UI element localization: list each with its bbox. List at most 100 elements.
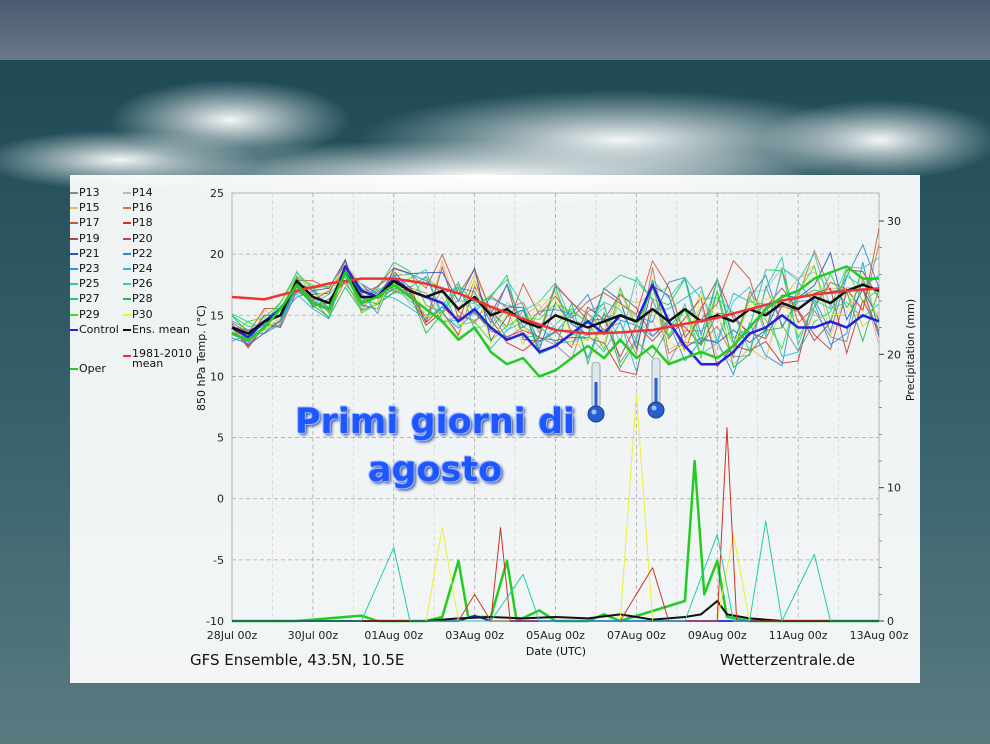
series-line-oper	[231, 265, 879, 378]
x-tick-label: 01Aug 00z	[364, 629, 423, 642]
x-tick-label: 07Aug 00z	[607, 629, 666, 642]
legend-swatch	[70, 252, 78, 255]
legend-label: P13	[79, 186, 100, 199]
legend-label: P25	[79, 277, 100, 291]
legend-item-oper: Oper	[70, 362, 106, 375]
overlay-title: Primi giorni di agosto	[270, 398, 600, 494]
y2-tick-label: 20	[887, 348, 901, 361]
x-tick-label: 09Aug 00z	[688, 629, 747, 642]
legend-label: P15	[79, 201, 100, 215]
legend-swatch	[70, 283, 78, 286]
legend-item-p18: P18	[123, 216, 153, 229]
precip-line-p30	[232, 393, 879, 622]
y2-tick-label: 30	[887, 215, 901, 228]
legend-label: P29	[79, 307, 100, 321]
y2-tick-label: 10	[887, 482, 901, 495]
legend-item-p22: P22	[123, 247, 153, 260]
y-tick-label: 5	[217, 432, 224, 445]
chart-grid	[231, 192, 880, 622]
legend-item-p15: P15	[70, 201, 100, 214]
legend-label: P24	[132, 262, 153, 275]
legend-item-p30: P30	[123, 308, 153, 321]
legend-item-p16: P16	[123, 201, 153, 214]
overlay-title-line1: Primi giorni di	[294, 402, 576, 442]
legend-swatch	[123, 237, 131, 240]
precipitation-layer	[232, 393, 879, 623]
legend-label: P16	[132, 201, 153, 215]
member-line-p30	[231, 264, 880, 353]
legend-label: P28	[132, 292, 153, 306]
precip-line-p25	[232, 520, 879, 622]
legend-label: P21	[79, 246, 100, 260]
y-tick-label: 20	[210, 248, 224, 261]
legend-label: P14	[132, 186, 153, 199]
overlay-title-line2: agosto	[367, 450, 503, 490]
x-tick-label: 28Jul 00z	[207, 629, 258, 642]
thermometer-icon	[587, 362, 605, 423]
y-tick-label: 15	[210, 309, 224, 322]
chart-axes: -10 -5 0 5 10 15 20 25 28Jul 00z 30Jul 00z 01Aug 0…	[206, 187, 909, 642]
legend-swatch	[123, 313, 131, 316]
legend-swatch	[123, 355, 131, 357]
y-tick-label: 0	[217, 493, 224, 506]
legend-label: P27	[79, 292, 100, 306]
member-line-p15	[231, 257, 880, 366]
temperature-series-layer	[231, 228, 880, 378]
legend-item-p26: P26	[123, 277, 153, 290]
legend-item-p20: P20	[123, 232, 153, 245]
legend-label: P17	[79, 216, 100, 230]
legend-swatch	[70, 313, 78, 316]
legend-item-control: Control	[70, 323, 119, 336]
y-tick-label: -10	[206, 615, 224, 628]
legend-item-p29: P29	[70, 308, 100, 321]
x-tick-label: 13Aug 00z	[850, 629, 909, 642]
legend-label: P30	[132, 307, 153, 321]
precip-line-ens-mean	[232, 600, 879, 622]
y2-axis-label: Precipitation (mm)	[904, 299, 917, 401]
legend-item-p14: P14	[123, 186, 153, 199]
legend-swatch	[70, 328, 78, 331]
legend-item-p19: P19	[70, 232, 100, 245]
legend-label: P26	[132, 277, 153, 291]
legend-item-p27: P27	[70, 292, 100, 305]
model-caption: GFS Ensemble, 43.5N, 10.5E	[190, 651, 405, 669]
legend-swatch	[123, 222, 131, 225]
legend-label: Control	[79, 322, 119, 336]
x-tick-label: 11Aug 00z	[769, 629, 828, 642]
legend-item-ens-mean: Ens. mean	[123, 323, 190, 336]
legend-item-p13: P13	[70, 186, 100, 199]
legend-swatch	[70, 237, 78, 240]
member-line-p21	[231, 251, 880, 352]
legend-swatch	[123, 207, 131, 210]
legend-label: P22	[132, 246, 153, 260]
y-axis-label: 850 hPa Temp. (°C)	[195, 305, 208, 411]
thermometer-icon	[647, 358, 665, 419]
legend-item-p25: P25	[70, 277, 100, 290]
legend-swatch	[70, 207, 78, 210]
legend-swatch	[70, 192, 78, 194]
legend-swatch	[123, 283, 131, 286]
x-tick-label: 30Jul 00z	[288, 629, 339, 642]
source-caption: Wetterzentrale.de	[720, 651, 856, 669]
legend-swatch	[123, 252, 131, 255]
legend-swatch	[70, 368, 78, 370]
legend-swatch	[70, 268, 78, 270]
legend-swatch	[123, 328, 131, 331]
legend-swatch	[70, 298, 78, 301]
legend-label: P19	[79, 231, 100, 245]
legend-label: 1981-2010 mean	[132, 347, 192, 370]
y-tick-label: 10	[210, 370, 224, 383]
legend-swatch	[70, 222, 78, 225]
legend-swatch	[123, 268, 131, 270]
legend-item-p21: P21	[70, 247, 100, 260]
legend-item-p28: P28	[123, 292, 153, 305]
legend-swatch	[123, 192, 131, 194]
x-tick-label: 05Aug 00z	[526, 629, 585, 642]
legend-label: Oper	[79, 362, 106, 375]
legend-label: P20	[132, 231, 153, 245]
y2-tick-label: 0	[887, 615, 894, 628]
legend-label: P23	[79, 262, 100, 275]
legend-item-p17: P17	[70, 216, 100, 229]
y-tick-label: 25	[210, 187, 224, 200]
